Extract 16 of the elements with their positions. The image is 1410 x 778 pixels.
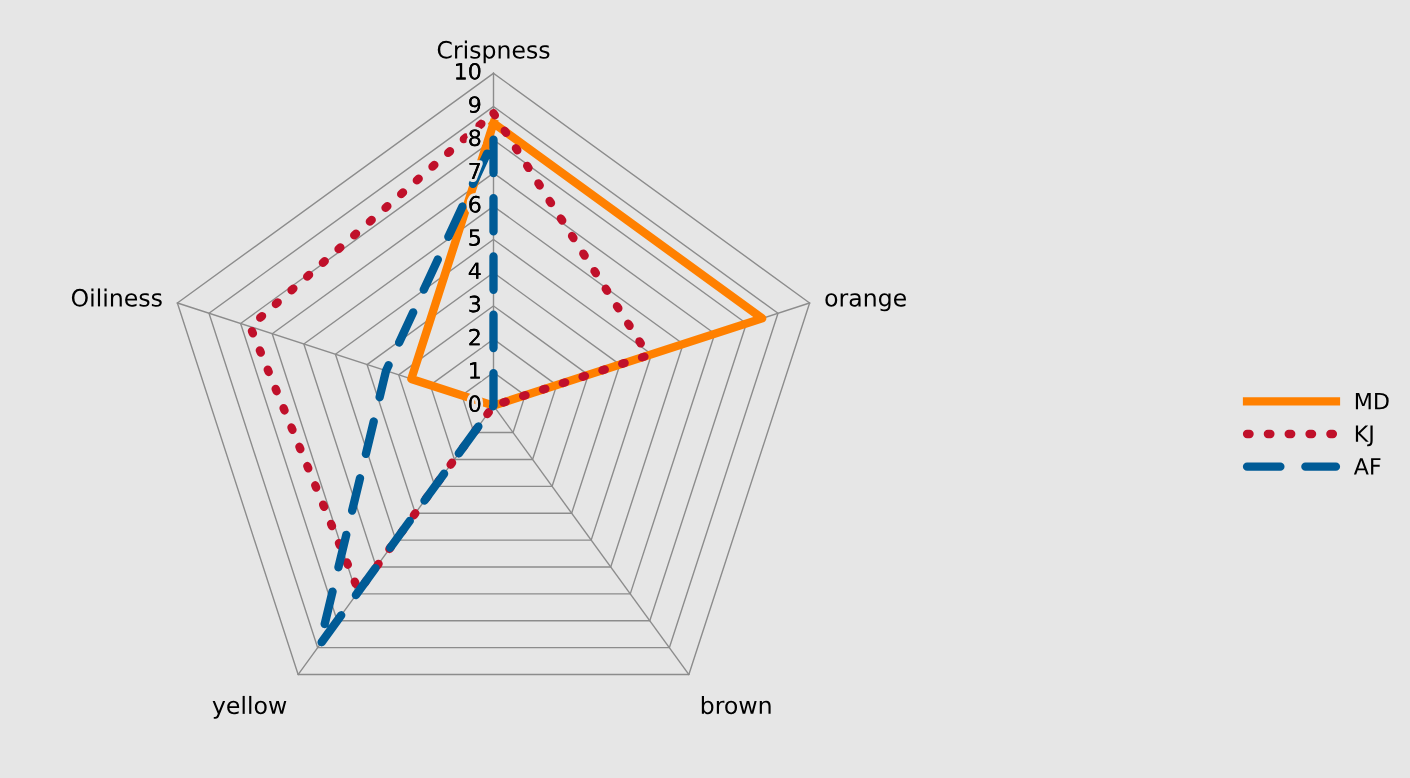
- y-tick-label: 8: [469, 129, 481, 147]
- y-tick-label: 9: [469, 96, 481, 113]
- y-tick-label: 1: [470, 362, 480, 379]
- spoke-label: brown: [701, 695, 771, 715]
- y-tick-label: 5: [469, 229, 480, 246]
- spoke-label: Oiliness: [71, 288, 162, 307]
- legend-label: AF: [1353, 458, 1381, 475]
- legend-label: KJ: [1355, 425, 1373, 447]
- legend-label: MD: [1355, 392, 1389, 410]
- spoke-label: orange: [825, 293, 906, 312]
- spoke-label: yellow: [212, 695, 287, 719]
- y-tick-label: 4: [468, 262, 481, 279]
- y-tick-label: 10: [456, 62, 481, 80]
- spoke-label: Crispness: [437, 40, 550, 64]
- y-tick-label: 2: [469, 328, 480, 346]
- y-tick-label: 3: [469, 295, 481, 313]
